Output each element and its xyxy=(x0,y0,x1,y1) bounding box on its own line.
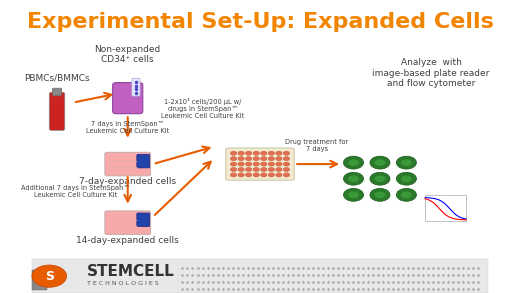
Circle shape xyxy=(374,175,385,182)
Circle shape xyxy=(283,151,290,155)
Circle shape xyxy=(401,191,412,198)
Circle shape xyxy=(230,167,237,171)
Circle shape xyxy=(348,191,359,198)
Text: 14-day-expanded cells: 14-day-expanded cells xyxy=(76,236,179,245)
FancyBboxPatch shape xyxy=(49,92,65,130)
Circle shape xyxy=(268,151,275,155)
FancyBboxPatch shape xyxy=(32,259,488,293)
Circle shape xyxy=(268,167,275,171)
Circle shape xyxy=(230,151,237,155)
Text: Analyze  with
image-based plate reader
and flow cytometer: Analyze with image-based plate reader an… xyxy=(372,58,490,88)
Circle shape xyxy=(283,173,290,177)
Text: T E C H N O L O G I E S: T E C H N O L O G I E S xyxy=(87,281,158,286)
Circle shape xyxy=(253,151,259,155)
Circle shape xyxy=(245,173,252,177)
Circle shape xyxy=(283,167,290,171)
Circle shape xyxy=(401,159,412,166)
FancyBboxPatch shape xyxy=(425,195,466,221)
FancyBboxPatch shape xyxy=(137,154,150,168)
Circle shape xyxy=(268,173,275,177)
Circle shape xyxy=(245,157,252,161)
Circle shape xyxy=(230,173,237,177)
Circle shape xyxy=(245,167,252,171)
Text: Experimental Set-Up: Expanded Cells: Experimental Set-Up: Expanded Cells xyxy=(27,12,493,32)
Circle shape xyxy=(370,188,390,201)
Circle shape xyxy=(261,162,267,166)
FancyBboxPatch shape xyxy=(132,78,140,96)
FancyBboxPatch shape xyxy=(113,83,143,114)
Circle shape xyxy=(401,175,412,182)
Circle shape xyxy=(344,156,363,169)
Circle shape xyxy=(253,167,259,171)
Text: PBMCs/BMMCs: PBMCs/BMMCs xyxy=(24,73,90,82)
Circle shape xyxy=(268,157,275,161)
Text: Drug treatment for
7 days: Drug treatment for 7 days xyxy=(285,139,348,152)
Circle shape xyxy=(283,162,290,166)
FancyBboxPatch shape xyxy=(137,213,150,226)
Circle shape xyxy=(374,159,385,166)
Circle shape xyxy=(370,172,390,185)
Circle shape xyxy=(238,157,244,161)
Circle shape xyxy=(238,151,244,155)
FancyBboxPatch shape xyxy=(53,88,61,96)
Text: 1-2x10³ cells/200 μL w/
drugs in StemSpan™
Leukemic Cell Culture Kit: 1-2x10³ cells/200 μL w/ drugs in StemSpa… xyxy=(161,98,244,119)
Circle shape xyxy=(253,173,259,177)
Text: STEMCELL: STEMCELL xyxy=(87,264,174,279)
Circle shape xyxy=(344,188,363,201)
Circle shape xyxy=(268,162,275,166)
Circle shape xyxy=(230,157,237,161)
Circle shape xyxy=(32,265,67,287)
Text: 7-day-expanded cells: 7-day-expanded cells xyxy=(79,177,176,186)
Circle shape xyxy=(396,156,417,169)
Circle shape xyxy=(245,151,252,155)
FancyBboxPatch shape xyxy=(105,211,150,234)
Circle shape xyxy=(276,173,282,177)
Circle shape xyxy=(396,188,417,201)
Circle shape xyxy=(276,151,282,155)
Circle shape xyxy=(370,156,390,169)
Circle shape xyxy=(261,167,267,171)
Circle shape xyxy=(348,175,359,182)
Circle shape xyxy=(245,162,252,166)
Circle shape xyxy=(344,172,363,185)
Circle shape xyxy=(253,157,259,161)
FancyBboxPatch shape xyxy=(226,148,294,180)
Circle shape xyxy=(276,162,282,166)
Circle shape xyxy=(253,162,259,166)
Text: 7 days in StemSpan™
Leukemic Cell Culture Kit: 7 days in StemSpan™ Leukemic Cell Cultur… xyxy=(86,121,170,134)
Circle shape xyxy=(374,191,385,198)
Circle shape xyxy=(238,167,244,171)
Circle shape xyxy=(396,172,417,185)
Circle shape xyxy=(238,162,244,166)
Circle shape xyxy=(238,173,244,177)
FancyBboxPatch shape xyxy=(105,152,150,176)
Text: Additional 7 days in StemSpan™
Leukemic Cell Culture Kit: Additional 7 days in StemSpan™ Leukemic … xyxy=(21,185,130,198)
Circle shape xyxy=(283,157,290,161)
Circle shape xyxy=(276,157,282,161)
Circle shape xyxy=(230,162,237,166)
Circle shape xyxy=(261,151,267,155)
Circle shape xyxy=(276,167,282,171)
Circle shape xyxy=(261,173,267,177)
Circle shape xyxy=(261,157,267,161)
Circle shape xyxy=(348,159,359,166)
Text: S: S xyxy=(45,270,54,283)
FancyBboxPatch shape xyxy=(32,270,47,290)
Text: Non-expanded
CD34⁺ cells: Non-expanded CD34⁺ cells xyxy=(95,45,161,64)
